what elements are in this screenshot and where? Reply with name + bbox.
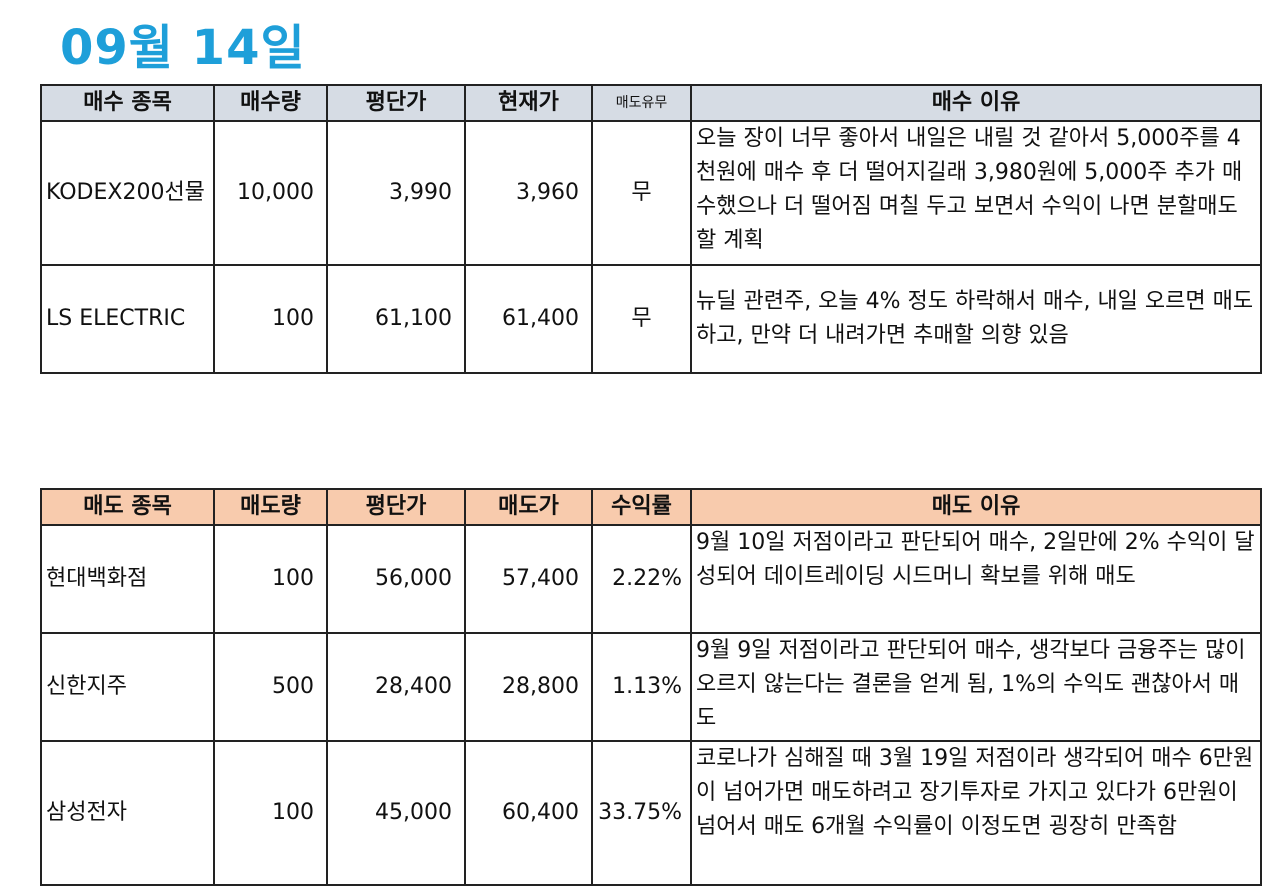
sell-qty: 100 — [213, 524, 328, 634]
sold-status: 무 — [591, 120, 692, 266]
sell-header-row: 매도 종목 매도량 평단가 매도가 수익률 매도 이유 — [40, 488, 1262, 526]
sell-price: 57,400 — [464, 524, 593, 634]
buy-reason: 뉴딜 관련주, 오늘 4% 정도 하락해서 매수, 내일 오르면 매도하고, 만… — [690, 264, 1262, 374]
header-sell-qty: 매도량 — [213, 488, 328, 526]
table-row: 신한지주 500 28,400 28,800 1.13% 9월 9일 저점이라고… — [40, 632, 1262, 742]
header-sell-item: 매도 종목 — [40, 488, 215, 526]
avg-price: 56,000 — [326, 524, 466, 634]
buy-header-row: 매수 종목 매수량 평단가 현재가 매도유무 매수 이유 — [40, 84, 1262, 122]
buy-table: 매수 종목 매수량 평단가 현재가 매도유무 매수 이유 KODEX200선물 … — [40, 84, 1262, 374]
buy-qty: 10,000 — [213, 120, 328, 266]
stock-name: 신한지주 — [40, 632, 215, 742]
stock-name: 삼성전자 — [40, 740, 215, 886]
sell-qty: 500 — [213, 632, 328, 742]
header-buy-qty: 매수량 — [213, 84, 328, 122]
header-avg-price: 평단가 — [326, 84, 466, 122]
sell-price: 28,800 — [464, 632, 593, 742]
table-row: KODEX200선물 10,000 3,990 3,960 무 오늘 장이 너무… — [40, 120, 1262, 266]
sell-price: 60,400 — [464, 740, 593, 886]
header-sold-status: 매도유무 — [591, 84, 692, 122]
sell-qty: 100 — [213, 740, 328, 886]
header-current-price: 현재가 — [464, 84, 593, 122]
stock-name: LS ELECTRIC — [40, 264, 215, 374]
current-price: 3,960 — [464, 120, 593, 266]
header-avg-price: 평단가 — [326, 488, 466, 526]
page-title: 09월 14일 — [60, 20, 306, 76]
stock-name: KODEX200선물 — [40, 120, 215, 266]
sell-reason: 9월 9일 저점이라고 판단되어 매수, 생각보다 금융주는 많이 오르지 않는… — [690, 632, 1262, 742]
table-row: LS ELECTRIC 100 61,100 61,400 무 뉴딜 관련주, … — [40, 264, 1262, 374]
header-buy-item: 매수 종목 — [40, 84, 215, 122]
table-row: 삼성전자 100 45,000 60,400 33.75% 코로나가 심해질 때… — [40, 740, 1262, 886]
return-rate: 33.75% — [591, 740, 692, 886]
sold-status: 무 — [591, 264, 692, 374]
table-row: 현대백화점 100 56,000 57,400 2.22% 9월 10일 저점이… — [40, 524, 1262, 634]
buy-qty: 100 — [213, 264, 328, 374]
header-sell-reason: 매도 이유 — [690, 488, 1262, 526]
header-return: 수익률 — [591, 488, 692, 526]
header-sell-price: 매도가 — [464, 488, 593, 526]
avg-price: 28,400 — [326, 632, 466, 742]
avg-price: 3,990 — [326, 120, 466, 266]
current-price: 61,400 — [464, 264, 593, 374]
buy-reason: 오늘 장이 너무 좋아서 내일은 내릴 것 같아서 5,000주를 4천원에 매… — [690, 120, 1262, 266]
return-rate: 2.22% — [591, 524, 692, 634]
header-buy-reason: 매수 이유 — [690, 84, 1262, 122]
avg-price: 61,100 — [326, 264, 466, 374]
stock-name: 현대백화점 — [40, 524, 215, 634]
sell-table: 매도 종목 매도량 평단가 매도가 수익률 매도 이유 현대백화점 100 56… — [40, 488, 1262, 886]
sell-reason: 9월 10일 저점이라고 판단되어 매수, 2일만에 2% 수익이 달성되어 데… — [690, 524, 1262, 634]
avg-price: 45,000 — [326, 740, 466, 886]
sell-reason: 코로나가 심해질 때 3월 19일 저점이라 생각되어 매수 6만원이 넘어가면… — [690, 740, 1262, 886]
return-rate: 1.13% — [591, 632, 692, 742]
